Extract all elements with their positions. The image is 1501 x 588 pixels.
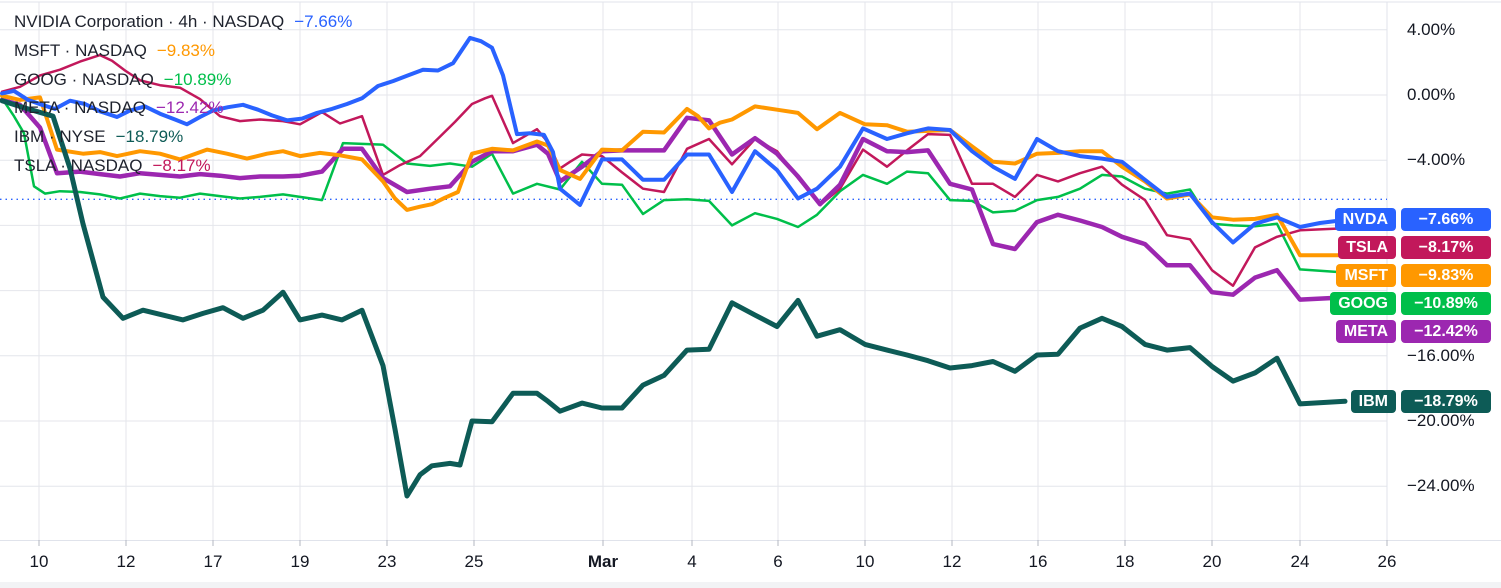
price-scale[interactable]: 4.00% 0.00% −4.00% −16.00% −20.00% −24.00% (1388, 0, 1501, 540)
series-line-ibm[interactable] (0, 98, 1348, 499)
time-scale-label: 25 (464, 552, 484, 571)
legend-row-1[interactable]: MSFT · NASDAQ −9.83% (14, 40, 215, 62)
badge-ticker-chip[interactable]: GOOG (1330, 292, 1396, 316)
badge-ticker-chip[interactable]: MSFT (1336, 264, 1396, 288)
legend-row-4[interactable]: IBM · NYSE −18.79% (14, 126, 183, 148)
price-scale-label: −24.00% (1407, 476, 1475, 496)
price-label-badge-goog[interactable]: GOOG −10.89% (0, 292, 1501, 316)
legend-change-value: −18.79% (115, 127, 184, 147)
badge-value-chip: −10.89% (1401, 292, 1491, 316)
time-scale-label: 17 (203, 552, 223, 571)
legend-symbol-label: GOOG · NASDAQ (14, 69, 154, 89)
time-scale-label: 24 (1290, 552, 1310, 571)
legend-symbol-label: IBM · NYSE (14, 127, 106, 147)
badge-ticker-chip[interactable]: NVDA (1334, 208, 1396, 232)
legend-symbol-label: META · NASDAQ (14, 98, 146, 118)
time-scale-label: 19 (290, 552, 310, 571)
price-scale-label: 4.00% (1407, 19, 1456, 39)
series-line-msft[interactable] (0, 93, 1347, 258)
series-line-nvda[interactable] (0, 35, 1347, 245)
legend-change-value: −7.66% (294, 12, 353, 31)
badge-ticker-chip[interactable]: TSLA (1338, 236, 1396, 260)
price-scale-label: 0.00% (1407, 85, 1456, 104)
price-label-badges: NVDA −7.66% TSLA −8.17% MSFT −9.83% GOOG −10.89… (0, 208, 1501, 413)
legend-change-value: −9.83% (156, 40, 216, 60)
time-scale-label: 10 (855, 552, 875, 571)
badge-value-chip: −8.17% (1401, 236, 1491, 260)
legend-row-0[interactable]: NVIDIA Corporation · 4h · NASDAQ −7.66% (14, 11, 352, 33)
time-scale-label: Mar (587, 552, 619, 571)
price-label-badge-meta[interactable]: META −12.42% (0, 320, 1501, 344)
legend-change-value: −12.42% (155, 98, 224, 118)
time-scale-label: 20 (1202, 552, 1222, 571)
time-scale-label: 12 (116, 552, 136, 571)
series-line-tsla[interactable] (0, 53, 1347, 287)
badge-value-chip: −9.83% (1401, 264, 1491, 288)
price-scale-label: −20.00% (1407, 411, 1475, 430)
price-label-badge-msft[interactable]: MSFT −9.83% (0, 264, 1501, 288)
legend-row-5[interactable]: TSLA · NASDAQ −8.17% (14, 155, 211, 177)
time-scale-label: 10 (29, 552, 49, 571)
legend-change-value: −8.17% (152, 156, 211, 175)
price-label-badge-tsla[interactable]: TSLA −8.17% (0, 236, 1501, 260)
time-scale-label: 23 (377, 552, 397, 571)
time-scale-bottom-strip (0, 582, 1501, 588)
series-line-goog[interactable] (0, 97, 1347, 274)
legend-symbol-label: NVIDIA Corporation · 4h · NASDAQ (14, 12, 285, 31)
time-scale-label: 16 (1028, 552, 1048, 571)
time-scale[interactable]: 10 12 17 19 23 25 Mar 4 6 10 12 16 18 20 24 26 (0, 541, 1501, 582)
price-scale-label: −16.00% (1407, 345, 1475, 365)
price-label-badge-nvda[interactable]: NVDA −7.66% (0, 208, 1501, 232)
series-line-meta[interactable] (0, 97, 1348, 302)
badge-ticker-chip[interactable]: IBM (1350, 389, 1396, 413)
price-label-badge-ibm[interactable]: IBM −18.79% (0, 389, 1501, 413)
legend-symbol-label: MSFT · NASDAQ (14, 40, 147, 60)
time-scale-label: 18 (1115, 552, 1135, 571)
time-scale-label: 12 (942, 552, 962, 571)
badge-value-chip: −18.79% (1401, 389, 1491, 413)
price-scale-label: −4.00% (1407, 150, 1466, 170)
badge-ticker-chip[interactable]: META (1335, 320, 1396, 344)
legend-symbol-label: TSLA · NASDAQ (14, 156, 143, 175)
badge-value-chip: −7.66% (1401, 208, 1491, 232)
time-scale-label: 26 (1377, 552, 1397, 571)
legend-row-2[interactable]: GOOG · NASDAQ −10.89% (14, 69, 231, 91)
time-scale-label: 4 (687, 552, 697, 571)
badge-value-chip: −12.42% (1401, 320, 1491, 344)
legend-change-value: −10.89% (163, 69, 232, 89)
time-scale-label: 6 (773, 552, 783, 571)
legend-row-3[interactable]: META · NASDAQ −12.42% (14, 97, 224, 119)
